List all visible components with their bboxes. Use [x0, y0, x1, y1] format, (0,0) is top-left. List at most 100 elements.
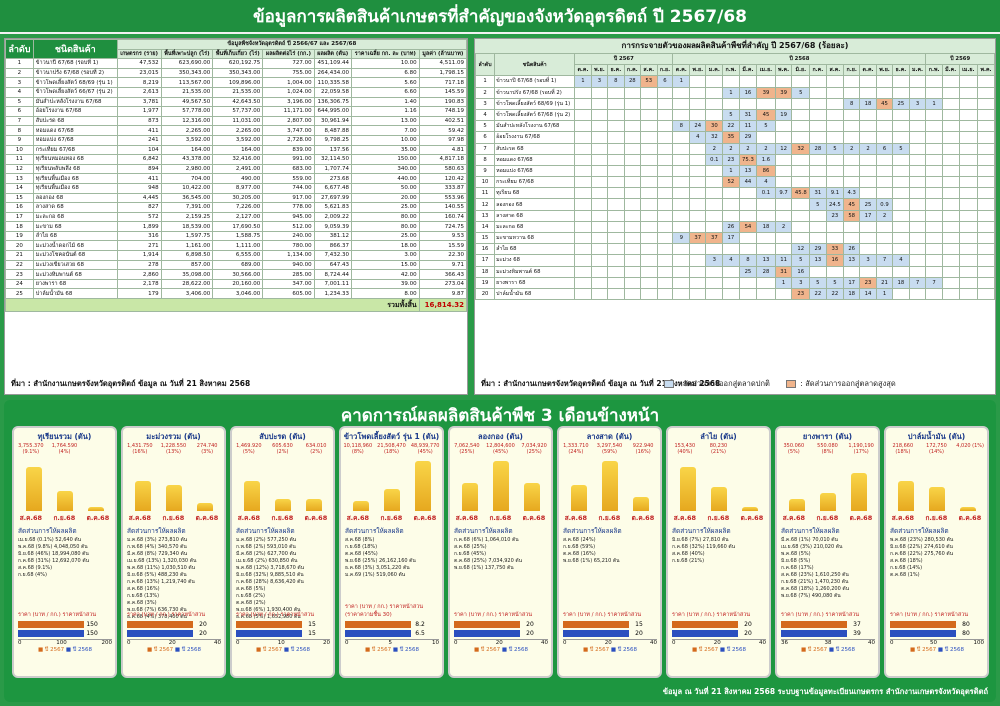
distribution-cell: 32 — [705, 131, 724, 144]
month-header: ก.พ. — [722, 64, 740, 77]
distribution-cell — [774, 75, 793, 88]
distribution-cell — [809, 131, 827, 144]
table-cell: ข้าวโพดเลี้ยงสัตว์ 66/67 (รุ่น 2) — [32, 86, 118, 98]
table-row: 9 หอมแบ่ง 67/68 241 3,592.00 3,592.00 2,728.0… — [5, 134, 468, 146]
distribution-cell — [672, 187, 691, 200]
table-cell: 8,487.88 — [313, 125, 352, 136]
distribution-cell — [825, 108, 845, 122]
distribution-cell — [574, 254, 592, 267]
table-cell: 7.00 — [350, 125, 420, 136]
distribution-cell — [738, 75, 758, 88]
table-row: 21 มะม่วงโชคอนันต์ 68 1,914 6,898.50 6,555.0… — [5, 250, 468, 261]
price-title: ราคา (บาท / กก.) ราคาหน้าสวน (ราคาความชื… — [345, 604, 424, 618]
distribution-cell — [892, 231, 910, 245]
distribution-cell: 13 — [843, 254, 861, 267]
price-axis: 0 5 10 — [345, 639, 439, 646]
table-cell: 7,432.30 — [313, 250, 352, 261]
distribution-cell — [705, 276, 724, 289]
distribution-cell — [843, 265, 861, 278]
table-cell: 683.00 — [262, 163, 315, 175]
row-seq: 17 — [474, 254, 496, 267]
distribution-cell — [958, 254, 979, 267]
distribution-cell — [892, 209, 910, 222]
table-row: 16 ลำไย 68 12 29 33 26 — [474, 243, 995, 256]
month-label: ส.ค.68 — [237, 514, 261, 522]
distribution-cell — [607, 243, 625, 256]
table-cell: มะขาม 68 — [32, 221, 118, 232]
distribution-cell — [623, 164, 642, 178]
distribution-cell — [977, 142, 995, 155]
distribution-cell — [958, 108, 979, 122]
distribution-cell: 33 — [825, 243, 845, 256]
distribution-cell: 1 — [875, 287, 894, 301]
distribution-cell — [672, 164, 691, 178]
table-cell: 1 — [5, 58, 34, 69]
distribution-cell — [756, 231, 776, 245]
table-cell: 9.87 — [418, 288, 468, 300]
distribution-cell — [875, 108, 894, 122]
row-seq: 16 — [474, 243, 496, 256]
distribution-cell — [941, 187, 960, 200]
axis-tick: 10 — [277, 640, 285, 646]
month-label: ก.ย.68 — [489, 514, 512, 522]
distribution-cell — [590, 86, 609, 99]
table-row: 2 ข้าวนาปรัง 67/68 (รอบที่ 2) 23,015 350,34… — [5, 67, 468, 79]
price-title: ราคา (บาท / กก.) ราคาหน้าสวน — [236, 612, 315, 618]
table-cell: 3,781 — [116, 96, 162, 108]
row-name: มะขามหวาน 68 — [494, 231, 576, 245]
distribution-cell: 5 — [791, 254, 811, 267]
row-name: สับปะรด 68 — [494, 142, 576, 155]
price-box: ราคา (บาท / กก.) ราคาหน้าสวน 20 20 0 20 40 ■ ป… — [127, 611, 221, 654]
distribution-cell: 1 — [722, 86, 740, 99]
card-line: เม.ย.68 (13%) 1,320,030 ตัน — [127, 558, 197, 564]
table-cell: 28,622.00 — [160, 278, 214, 290]
forecast-card: ลางสาด (ตัน) 1,333.710 (24%) 3,297,540 (59… — [557, 426, 662, 678]
row-name: ทุเรียน 68 — [494, 187, 576, 200]
price-box: ราคา (บาท / กก.) ราคาหน้าสวน 20 20 0 20 40 ■ ป… — [454, 611, 548, 654]
distribution-cell: 2 — [756, 142, 776, 155]
distribution-cell — [689, 164, 707, 178]
card-line: ส.ค.68 (24%) — [563, 537, 596, 543]
axis-tick: 0 — [127, 640, 131, 646]
forecast-bar — [819, 493, 836, 511]
price-bar-2567: 20 — [127, 621, 207, 628]
table-row: 22 มะม่วงเขียวเสวย 68 278 857.00 689.00 940.0… — [5, 259, 468, 271]
table-cell: 150.00 — [350, 154, 420, 165]
table-cell: 605.00 — [262, 288, 315, 300]
month-label: ส.ค.68 — [673, 514, 697, 522]
table-cell: 140.55 — [418, 202, 468, 213]
distribution-cell: 0.1 — [705, 153, 724, 166]
distribution-cell — [607, 142, 625, 155]
distribution-cell — [825, 86, 845, 99]
card-line: ส.ค.68 (9.1%) — [18, 565, 53, 571]
distribution-cell — [705, 164, 724, 178]
card-months: ส.ค.68 ก.ย.68 ต.ค.68 — [777, 513, 878, 523]
table-cell: 13 — [5, 173, 34, 184]
distribution-cell — [809, 164, 827, 178]
distribution-cell — [640, 220, 658, 234]
distribution-cell — [859, 220, 877, 234]
distribution-cell — [574, 131, 592, 144]
table-cell: 12 — [5, 163, 34, 175]
distribution-cell — [574, 220, 592, 234]
table-cell: อ้อยโรงงาน 67/68 — [32, 106, 118, 117]
distribution-cell: 13 — [809, 254, 827, 267]
distribution-cell — [774, 231, 793, 245]
table-cell: 39.00 — [350, 278, 420, 290]
distribution-cell — [689, 142, 707, 155]
distribution-cell — [672, 97, 691, 110]
table-cell: 623,690.00 — [160, 58, 214, 69]
distribution-cell — [774, 209, 793, 222]
price-title: ราคา (บาท / กก.) ราคาหน้าสวน — [454, 612, 533, 618]
card-line: มิ.ย.68 (5%) — [781, 558, 811, 564]
distribution-cell — [574, 142, 592, 155]
forecast-bar — [134, 481, 151, 511]
card-months: ส.ค.68 ก.ย.68 ต.ค.68 — [668, 513, 769, 523]
distribution-cell — [607, 120, 625, 133]
distribution-cell: 9 — [672, 231, 691, 245]
table-cell: 109,896.00 — [212, 77, 264, 88]
card-subtitle: สัดส่วนการให้ผลผลิต — [345, 527, 404, 535]
price-axis: 0 20 40 — [127, 639, 221, 646]
month-label: ก.ย.68 — [707, 514, 730, 522]
table-cell: 8,219 — [116, 77, 162, 88]
